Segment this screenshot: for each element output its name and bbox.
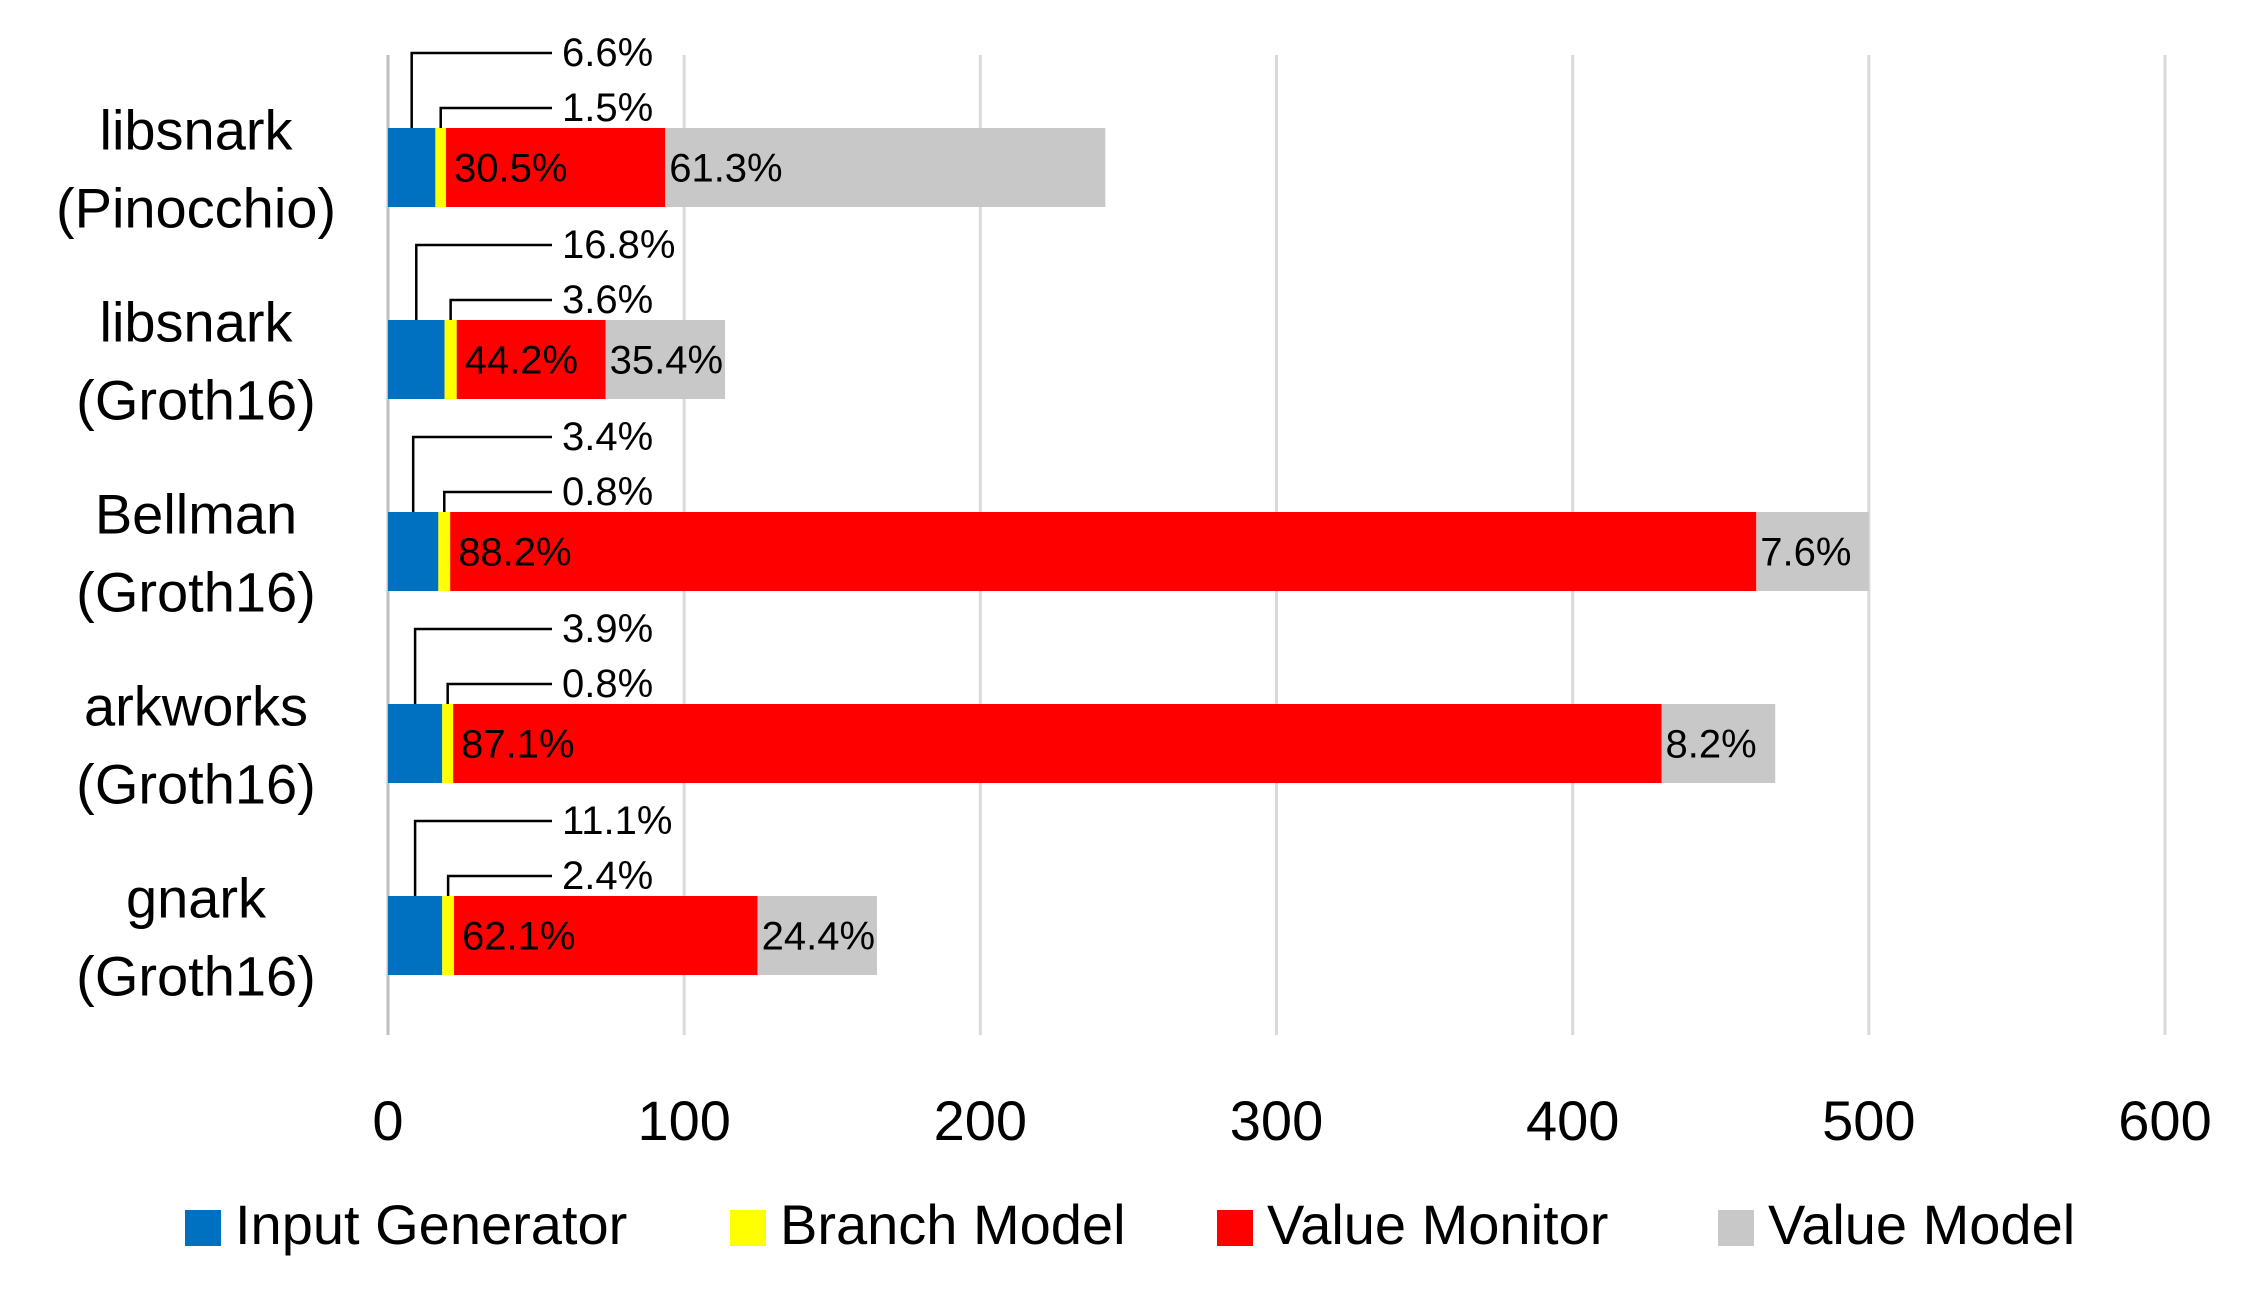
leader-line [413, 627, 552, 704]
data-label: 35.4% [610, 339, 723, 383]
x-tick-label: 300 [1230, 1089, 1323, 1152]
category-label-line: arkworks [84, 675, 308, 738]
bar-segment [454, 896, 758, 975]
data-label: 11.1% [562, 799, 672, 843]
legend-label: Value Model [1768, 1193, 2075, 1256]
data-label: 6.6% [562, 31, 653, 75]
category-label-line: (Groth16) [76, 753, 316, 816]
legend-swatch [1718, 1210, 1754, 1246]
bar-segment [388, 512, 439, 591]
x-tick-label: 500 [1822, 1089, 1915, 1152]
x-tick-label: 200 [934, 1089, 1027, 1152]
bars [388, 128, 1869, 975]
category-labels: libsnark (Pinocchio)libsnark (Groth16)Bell… [56, 99, 336, 1008]
bar-segment [1756, 512, 1869, 591]
legend-label: Branch Model [780, 1193, 1126, 1256]
bar-segment [442, 704, 454, 783]
bar-segment [446, 128, 666, 207]
bar-segment [456, 320, 606, 399]
leader-line [411, 435, 552, 512]
data-label: 1.5% [562, 86, 653, 130]
category-label-line: (Groth16) [76, 369, 316, 432]
bar-segment [444, 320, 457, 399]
category-label: gnark (Groth16) [76, 867, 316, 1008]
data-label: 3.9% [562, 607, 653, 651]
bar-segment [388, 320, 445, 399]
bar-segment [605, 320, 726, 399]
leader-line [443, 490, 552, 512]
data-label: 24.4% [762, 915, 875, 959]
data-label: 7.6% [1760, 531, 1851, 575]
category-label-line: gnark [126, 867, 267, 930]
data-label: 62.1% [462, 915, 575, 959]
bar-segment [1661, 704, 1776, 783]
bar-segment [757, 896, 877, 975]
category-label-line: (Groth16) [76, 561, 316, 624]
data-label: 0.8% [562, 470, 653, 514]
x-axis-ticks: 0 100 200 300 400 500 600 [372, 1089, 2211, 1152]
bar-segment [450, 512, 1757, 591]
legend-label: Input Generator [235, 1193, 627, 1256]
x-tick-label: 100 [637, 1089, 730, 1152]
bar-segment [388, 896, 443, 975]
leader-line [415, 243, 552, 320]
legend-label: Value Monitor [1267, 1193, 1608, 1256]
legend-swatch [730, 1210, 766, 1246]
legend-swatch [1217, 1210, 1253, 1246]
data-labels: 6.6% 1.5% 30.5% 61.3% 16.8% 3.6% 44.2% 35.4% 3.4… [410, 31, 1851, 959]
category-label: arkworks (Groth16) [76, 675, 316, 816]
bar-segment [388, 128, 436, 207]
x-tick-label: 400 [1526, 1089, 1619, 1152]
data-label: 61.3% [669, 147, 782, 191]
category-label: Bellman (Groth16) [76, 483, 316, 624]
category-label-line: libsnark [100, 99, 294, 162]
leader-line [410, 51, 552, 128]
bar-segment [438, 512, 451, 591]
leader-line [439, 106, 552, 128]
category-label: libsnark (Groth16) [76, 291, 316, 432]
data-label: 16.8% [562, 223, 675, 267]
bar-segment [665, 128, 1106, 207]
category-label-line: (Pinocchio) [56, 177, 336, 240]
legend-swatch [185, 1210, 221, 1246]
leader-line [446, 874, 552, 896]
data-label: 30.5% [454, 147, 567, 191]
leader-line [446, 682, 552, 704]
leader-line [449, 298, 552, 320]
data-label: 8.2% [1666, 723, 1757, 767]
bar-segment [442, 896, 455, 975]
category-label-line: (Groth16) [76, 945, 316, 1008]
bar-segment [435, 128, 447, 207]
legend: Input Generator Branch Model Value Monitor… [185, 1193, 2075, 1256]
x-tick-label: 0 [372, 1089, 403, 1152]
bar-segment [453, 704, 1662, 783]
bar-segment [388, 704, 443, 783]
data-label: 44.2% [465, 339, 578, 383]
category-label-line: libsnark [100, 291, 294, 354]
leader-line [413, 819, 552, 896]
data-label: 2.4% [562, 854, 653, 898]
data-label: 87.1% [461, 723, 574, 767]
data-label: 3.6% [562, 278, 653, 322]
data-label: 3.4% [562, 415, 653, 459]
data-label: 88.2% [458, 531, 571, 575]
category-label-line: Bellman [95, 483, 297, 546]
x-tick-label: 600 [2118, 1089, 2211, 1152]
category-label: libsnark (Pinocchio) [56, 99, 336, 240]
data-label: 0.8% [562, 662, 653, 706]
